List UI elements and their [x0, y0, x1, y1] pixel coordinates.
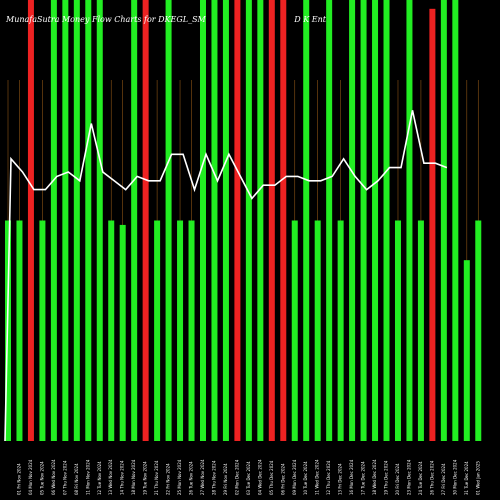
- x-tick-label: 24 Tue Dec 2024: [418, 461, 423, 495]
- x-tick-label: 11 Wed Dec 2024: [315, 459, 320, 495]
- bar: [440, 0, 447, 441]
- bar: [188, 220, 195, 441]
- x-tick-label: 06 Wed Nov 2024: [51, 459, 56, 495]
- x-tick-label: 09 Mon Dec 2024: [292, 459, 297, 495]
- x-tick-label: 27 Wed Nov 2024: [200, 459, 205, 495]
- x-tick-label: 31 Tue Dec 2024: [464, 461, 469, 495]
- x-tick-label: 10 Tue Dec 2024: [303, 461, 308, 495]
- bar: [337, 220, 344, 441]
- bar: [131, 0, 138, 441]
- x-tick-label: 01 Wed Jan 2025: [475, 461, 480, 495]
- bar: [62, 0, 69, 441]
- chart-title: MunafaSutra Money Flow Charts for DKEGL_…: [6, 15, 326, 24]
- x-tick-label: 12 Thu Dec 2024: [326, 460, 331, 495]
- x-tick-label: 22 Fri Nov 2024: [166, 463, 171, 495]
- bar: [280, 0, 287, 441]
- bar: [372, 0, 379, 441]
- bar: [326, 0, 333, 441]
- bar: [291, 220, 298, 441]
- x-tick-label: 19 Tue Nov 2024: [143, 461, 148, 495]
- x-tick-label: 20 Fri Dec 2024: [395, 463, 400, 495]
- bar-series: [5, 0, 482, 441]
- bar: [165, 0, 172, 441]
- bar: [211, 0, 218, 441]
- bar: [245, 0, 252, 441]
- x-tick-label: 29 Fri Nov 2024: [223, 463, 228, 495]
- x-tick-label: 13 Wed Nov 2024: [108, 459, 113, 495]
- bar: [475, 220, 482, 441]
- x-tick-label: 21 Thu Nov 2024: [154, 460, 159, 495]
- bar: [463, 260, 470, 441]
- x-tick-label: 25 Mon Nov 2024: [177, 459, 182, 495]
- bar: [257, 0, 264, 441]
- x-tick-label: 17 Tue Dec 2024: [361, 461, 366, 495]
- x-tick-label: 05 Thu Dec 2024: [269, 460, 274, 495]
- bar: [314, 220, 321, 441]
- chart-title-text: MunafaSutra Money Flow Charts for DKEGL_…: [6, 15, 206, 24]
- bar: [73, 0, 80, 441]
- x-tick-label: 14 Thu Nov 2024: [120, 460, 125, 495]
- bar: [85, 0, 92, 441]
- x-tick-label: 16 Mon Dec 2024: [349, 459, 354, 495]
- x-tick-label: 01 Fri Nov 2024: [16, 463, 21, 495]
- x-tick-label: 12 Tue Nov 2024: [97, 461, 102, 495]
- x-tick-label: 03 Tue Dec 2024: [246, 461, 251, 495]
- x-tick-label: 18 Mon Nov 2024: [131, 459, 136, 495]
- x-tick-label: 11 Mon Nov 2024: [85, 459, 90, 495]
- bar: [154, 220, 161, 441]
- x-tick-label: 26 Tue Nov 2024: [189, 461, 194, 495]
- bar: [383, 0, 390, 441]
- bar: [108, 220, 115, 441]
- bar: [27, 0, 34, 441]
- bar: [177, 220, 184, 441]
- x-tick-label: 26 Thu Dec 2024: [429, 460, 434, 495]
- bar: [303, 0, 310, 441]
- bar: [16, 220, 23, 441]
- x-tick-label: 08 Fri Nov 2024: [74, 463, 79, 495]
- bar: [234, 0, 241, 441]
- x-tick-label: 02 Mon Dec 2024: [234, 459, 239, 495]
- bar: [429, 8, 436, 441]
- x-tick-label: 27 Fri Dec 2024: [441, 463, 446, 495]
- bar: [199, 0, 206, 441]
- bar: [142, 0, 149, 441]
- chart-subtitle-text: D K Ent: [294, 15, 326, 24]
- x-tick-label: 23 Mon Dec 2024: [406, 459, 411, 495]
- x-tick-label: 13 Fri Dec 2024: [338, 463, 343, 495]
- bar: [268, 0, 275, 441]
- bar: [452, 0, 459, 441]
- bar: [349, 0, 356, 441]
- bar: [394, 220, 401, 441]
- x-tick-label: 28 Thu Nov 2024: [211, 460, 216, 495]
- money-flow-line: [4, 110, 448, 442]
- bar: [417, 220, 424, 441]
- bar: [119, 224, 126, 441]
- bar: [96, 0, 103, 441]
- bar: [360, 0, 367, 441]
- x-tick-label: 04 Mon Nov 2024: [28, 459, 33, 495]
- x-tick-label: 30 Mon Dec 2024: [452, 459, 457, 495]
- x-tick-label: 19 Thu Dec 2024: [384, 460, 389, 495]
- bar: [406, 0, 413, 441]
- x-tick-labels: 01 Fri Nov 2024 04 Mon Nov 2024 05 Tue Nov…: [16, 459, 480, 495]
- bar: [39, 220, 46, 441]
- x-tick-label: 07 Thu Nov 2024: [62, 460, 67, 495]
- bar: [222, 0, 229, 441]
- x-tick-label: 06 Fri Dec 2024: [280, 463, 285, 495]
- x-tick-label: 05 Tue Nov 2024: [39, 461, 44, 495]
- x-tick-label: 18 Wed Dec 2024: [372, 459, 377, 495]
- bar: [50, 0, 57, 441]
- x-tick-label: 04 Wed Dec 2024: [257, 459, 262, 495]
